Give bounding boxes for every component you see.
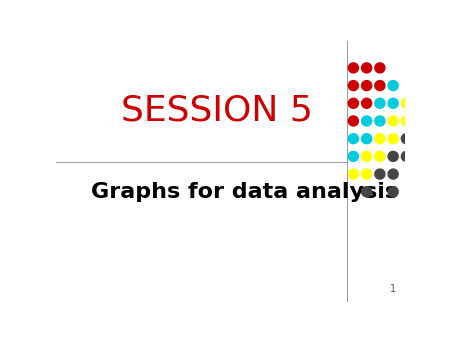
Ellipse shape	[348, 98, 358, 108]
Ellipse shape	[348, 116, 358, 126]
Ellipse shape	[375, 169, 385, 179]
Ellipse shape	[401, 116, 411, 126]
Ellipse shape	[362, 98, 372, 108]
Text: 1: 1	[390, 284, 396, 294]
Ellipse shape	[375, 151, 385, 161]
Ellipse shape	[388, 151, 398, 161]
Ellipse shape	[388, 80, 398, 91]
Ellipse shape	[348, 151, 358, 161]
Text: SESSION 5: SESSION 5	[121, 94, 313, 128]
Text: Graphs for data analysis: Graphs for data analysis	[91, 182, 398, 201]
Ellipse shape	[362, 63, 372, 73]
Ellipse shape	[375, 80, 385, 91]
Ellipse shape	[362, 80, 372, 91]
Ellipse shape	[362, 134, 372, 144]
Ellipse shape	[362, 187, 372, 197]
Ellipse shape	[362, 151, 372, 161]
Ellipse shape	[401, 134, 411, 144]
Ellipse shape	[388, 116, 398, 126]
Ellipse shape	[375, 116, 385, 126]
Ellipse shape	[401, 98, 411, 108]
Ellipse shape	[388, 169, 398, 179]
Ellipse shape	[348, 80, 358, 91]
Ellipse shape	[388, 98, 398, 108]
Ellipse shape	[388, 187, 398, 197]
Ellipse shape	[375, 63, 385, 73]
Ellipse shape	[388, 134, 398, 144]
Ellipse shape	[401, 151, 411, 161]
Ellipse shape	[348, 63, 358, 73]
Ellipse shape	[362, 116, 372, 126]
Ellipse shape	[348, 169, 358, 179]
Ellipse shape	[375, 134, 385, 144]
Ellipse shape	[362, 169, 372, 179]
Ellipse shape	[375, 98, 385, 108]
Ellipse shape	[348, 134, 358, 144]
